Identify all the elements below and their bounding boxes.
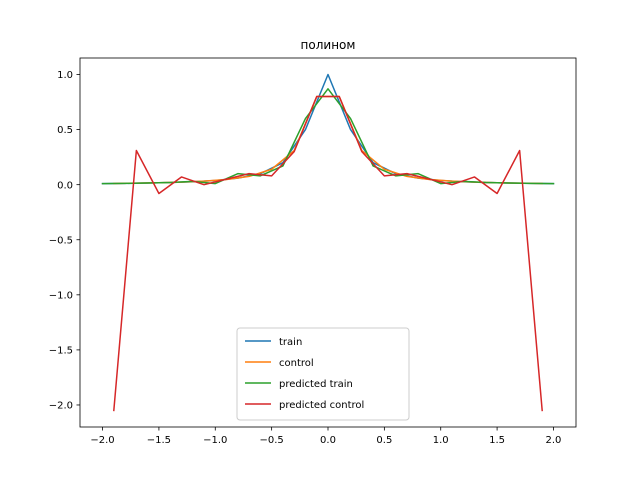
x-tick-label: 2.0 [546, 435, 562, 446]
series-line-2 [101, 88, 555, 185]
series-line-3 [113, 95, 543, 412]
legend: train control predicted train predicted con… [236, 327, 410, 421]
y-tick-label: 0.0 [57, 180, 73, 191]
y-tick-label: −2.0 [49, 401, 73, 412]
legend-label-0: train [279, 337, 302, 348]
x-tick-label: −0.5 [259, 435, 283, 446]
x-tick-label: 0.0 [320, 435, 336, 446]
y-tick-label: −1.5 [49, 345, 73, 356]
y-axis: −2.0 −1.5 −1.0 −0.5 0.0 0.5 1.0 [49, 70, 80, 412]
y-tick-label: −0.5 [49, 235, 73, 246]
x-tick-label: −1.5 [147, 435, 171, 446]
series-layer [101, 73, 555, 412]
legend-label-3: predicted control [279, 400, 364, 411]
x-tick-label: −1.0 [203, 435, 227, 446]
x-tick-label: 1.5 [489, 435, 505, 446]
x-axis: −2.0 −1.5 −1.0 −0.5 0.0 0.5 1.0 1.5 2.0 [90, 427, 561, 446]
legend-box [236, 327, 410, 421]
x-tick-label: 1.0 [433, 435, 449, 446]
x-tick-label: −2.0 [90, 435, 114, 446]
chart-title: полином [301, 38, 356, 52]
legend-label-2: predicted train [279, 379, 353, 390]
y-tick-label: −1.0 [49, 290, 73, 301]
legend-label-1: control [279, 358, 314, 369]
x-tick-label: 0.5 [376, 435, 392, 446]
y-tick-label: 0.5 [57, 125, 73, 136]
y-tick-label: 1.0 [57, 70, 73, 81]
